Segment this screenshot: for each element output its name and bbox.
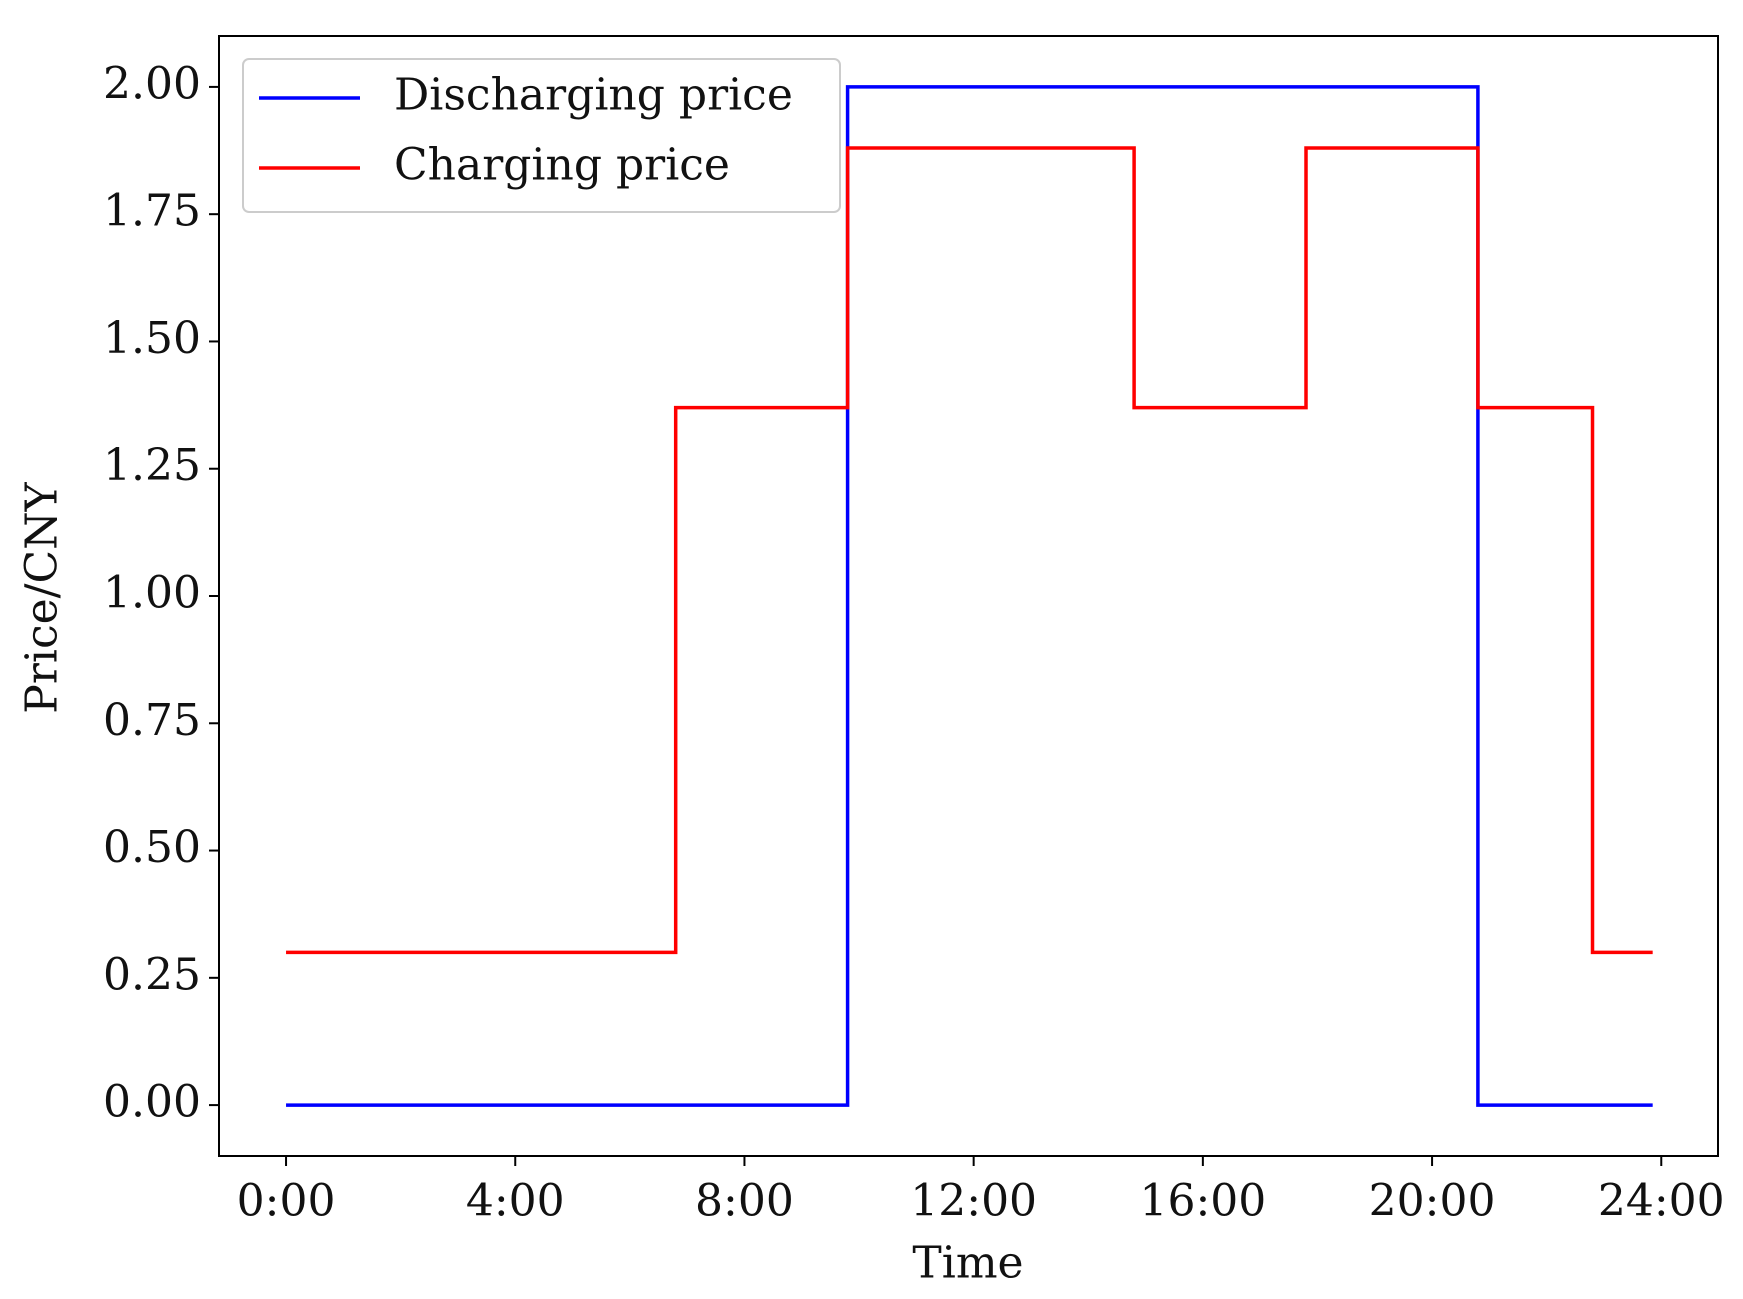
- y-tick-label: 0.00: [103, 1077, 201, 1128]
- y-tick-label: 0.25: [103, 949, 201, 1000]
- x-tick-label: 4:00: [466, 1176, 565, 1227]
- x-tick-label: 0:00: [237, 1176, 336, 1227]
- x-axis-label: Time: [912, 1238, 1023, 1289]
- y-axis-label: Price/CNY: [17, 481, 68, 713]
- x-tick-label: 12:00: [910, 1176, 1037, 1227]
- x-tick-label: 24:00: [1598, 1176, 1725, 1227]
- legend-label: Discharging price: [394, 70, 793, 121]
- series-line: [286, 146, 1653, 955]
- y-tick-label: 0.75: [103, 695, 201, 746]
- legend-box: [242, 58, 841, 213]
- y-tick-label: 0.50: [103, 822, 201, 873]
- x-tick-label: 8:00: [695, 1176, 794, 1227]
- y-tick-label: 2.00: [103, 58, 201, 109]
- y-tick-label: 1.75: [103, 186, 201, 237]
- y-tick-label: 1.00: [103, 568, 201, 619]
- series-line: [286, 85, 1653, 1107]
- x-tick-label: 20:00: [1369, 1176, 1496, 1227]
- y-tick-label: 1.25: [103, 440, 201, 491]
- y-tick-label: 1.50: [103, 313, 201, 364]
- x-tick-label: 16:00: [1139, 1176, 1266, 1227]
- legend-label: Charging price: [394, 140, 730, 191]
